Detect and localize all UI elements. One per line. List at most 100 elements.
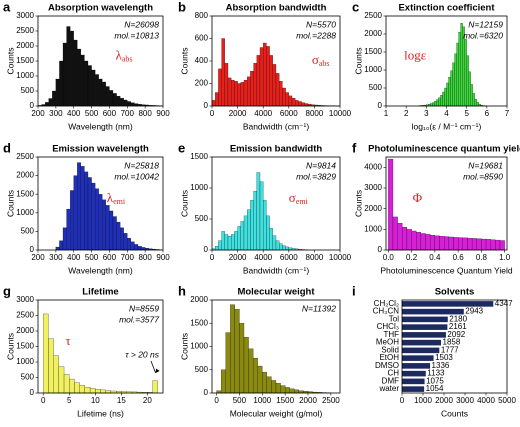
- value-label: 1133: [427, 369, 445, 378]
- histogram-bar: [446, 82, 449, 107]
- x-tick-label: 1: [384, 109, 389, 118]
- histogram-bar: [109, 210, 114, 251]
- x-tick-label: 0.0: [383, 253, 395, 262]
- histogram-bar: [227, 236, 232, 251]
- histogram-bar: [62, 42, 67, 107]
- y-tick-label: 3000: [16, 295, 34, 304]
- y-tick-label: 500: [195, 365, 209, 374]
- category-label: THF: [383, 330, 399, 339]
- histogram-bar: [231, 80, 235, 107]
- y-tick-label: 0: [378, 101, 383, 110]
- histogram-bar: [476, 102, 479, 107]
- y-tick-label: 1000: [364, 65, 382, 74]
- symbol-main: Φ: [413, 190, 423, 205]
- histogram-bar: [280, 385, 286, 394]
- histogram-bar: [301, 102, 305, 107]
- x-tick-label: 5000: [498, 396, 516, 405]
- histogram-bar: [63, 374, 70, 394]
- histogram-bar: [462, 237, 468, 251]
- histogram-bar: [87, 177, 92, 251]
- histogram-bar: [464, 39, 467, 107]
- histogram-bar: [272, 235, 277, 251]
- x-tick-label: 5: [464, 109, 469, 118]
- y-axis-label: Counts: [353, 190, 363, 217]
- x-tick-label: 500: [85, 253, 99, 262]
- histogram-bar: [247, 76, 251, 107]
- count-note: mol.=10042: [114, 171, 159, 181]
- histogram-bar: [289, 388, 295, 394]
- histogram-bar: [262, 371, 267, 394]
- value-label: 1054: [426, 384, 444, 393]
- count-note: mol.=2288: [296, 30, 336, 40]
- histogram-bar: [499, 240, 505, 251]
- histogram-bar: [253, 358, 258, 394]
- panel-title: Absorption bandwidth: [226, 3, 327, 14]
- histogram-bar: [59, 60, 64, 107]
- category-label: DMSO: [375, 361, 399, 370]
- y-tick-label: 0: [30, 388, 35, 397]
- histogram-bar: [221, 231, 225, 251]
- histogram-bar: [230, 304, 235, 394]
- histogram-bar: [62, 227, 67, 251]
- y-tick-label: 1000: [190, 183, 208, 192]
- panel-title: Molecular weight: [237, 287, 315, 298]
- x-tick-label: 600: [103, 253, 117, 262]
- x-axis-label: log₁₀(ε / M⁻¹ cm⁻¹): [412, 121, 482, 131]
- bar: [402, 308, 464, 315]
- histogram-bar: [474, 99, 477, 107]
- value-label: 1503: [435, 353, 453, 362]
- symbol-sub: abs: [122, 54, 133, 63]
- histogram-bar: [45, 102, 49, 107]
- symbol-label: λabs: [116, 47, 133, 63]
- x-tick-label: 900: [156, 253, 170, 262]
- x-tick-label: 4: [444, 109, 449, 118]
- histogram-bar: [112, 93, 117, 107]
- histogram-bar: [59, 240, 64, 251]
- x-axis-label: Wavelength (nm): [68, 121, 133, 131]
- histogram-bar: [84, 386, 91, 394]
- x-tick-label: 500: [85, 109, 99, 118]
- x-tick-label: 200: [31, 109, 45, 118]
- x-axis-label: Wavelength (nm): [68, 265, 133, 275]
- count-note: N=9814: [306, 160, 336, 170]
- x-tick-label: 0: [41, 396, 46, 405]
- x-tick-label: 1500: [276, 396, 294, 405]
- histogram-bar: [152, 380, 158, 394]
- value-label: 1336: [432, 361, 450, 370]
- histogram-bar: [80, 166, 85, 251]
- panel-title: Photoluminescence quantum yield: [368, 144, 520, 155]
- x-tick-label: 6000: [280, 109, 298, 118]
- histogram-bar: [430, 234, 435, 251]
- histogram-bar: [454, 53, 457, 107]
- y-axis-label: Counts: [5, 190, 15, 217]
- histogram-bar: [70, 190, 74, 251]
- x-tick-label: 0: [210, 109, 215, 118]
- count-note: N=5570: [306, 19, 336, 29]
- x-tick-label: 800: [138, 253, 152, 262]
- histogram-bar: [298, 101, 302, 107]
- histogram-bar: [256, 55, 261, 107]
- bar: [402, 332, 446, 338]
- histogram-bar: [134, 244, 139, 251]
- category-label: Tol: [389, 314, 399, 323]
- histogram-bar: [420, 233, 426, 251]
- histogram-bar: [279, 81, 283, 107]
- histogram-bar: [120, 227, 124, 251]
- symbol-main: σ: [289, 190, 296, 205]
- histogram-bar: [53, 355, 59, 394]
- histogram-bar: [288, 95, 293, 107]
- plot-frame: [37, 15, 164, 107]
- histogram-bar: [123, 99, 128, 107]
- x-tick-label: 400: [67, 253, 81, 262]
- histogram-bar: [105, 205, 110, 251]
- histogram-bar: [227, 77, 232, 107]
- x-axis-label: Bandwidth (cm⁻¹): [243, 121, 310, 131]
- plot-frame: [385, 15, 508, 107]
- plot-frame: [211, 15, 341, 107]
- histogram-bar: [66, 26, 71, 107]
- histogram-bar: [237, 83, 241, 107]
- y-tick-label: 2000: [364, 29, 382, 38]
- count-note: N=11392: [302, 303, 336, 313]
- panel-letter: d: [3, 140, 11, 155]
